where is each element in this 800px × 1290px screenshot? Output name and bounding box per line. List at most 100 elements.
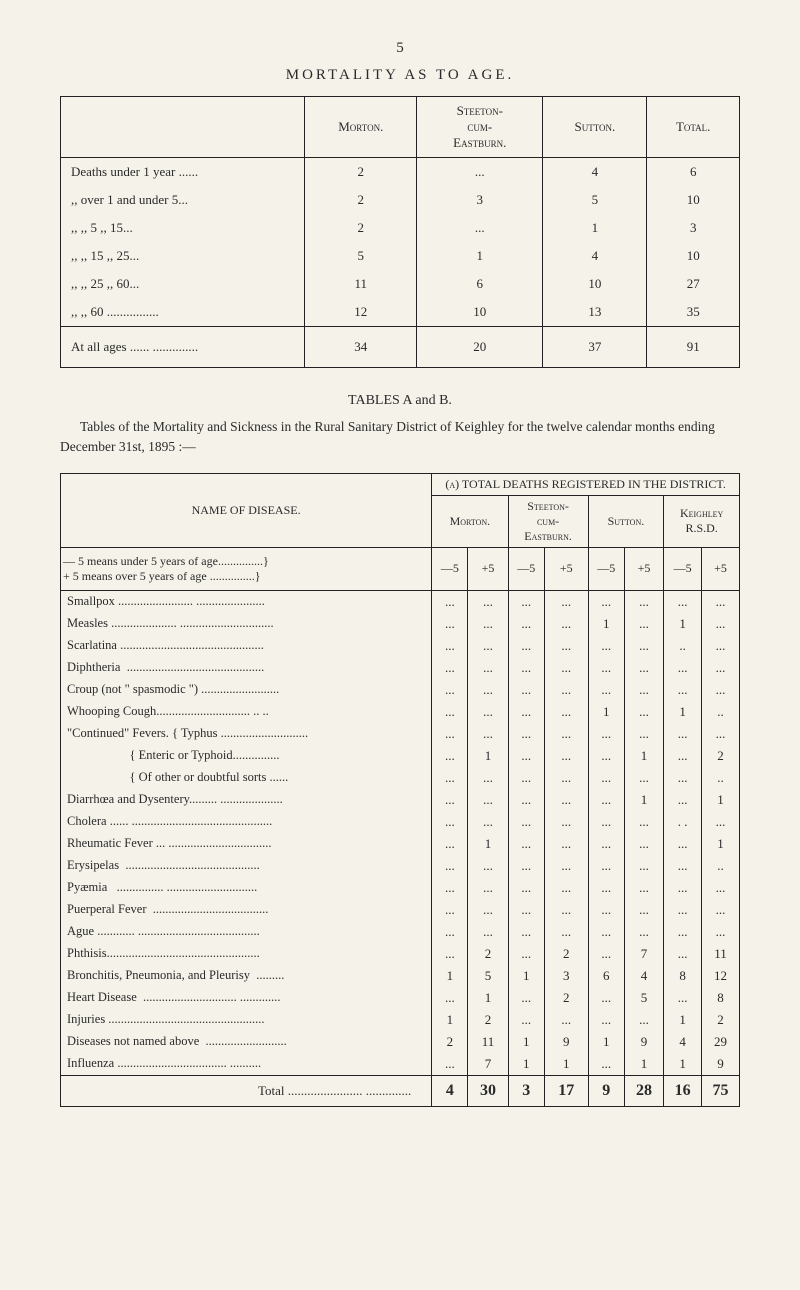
- disease-cell: 1: [702, 789, 740, 811]
- disease-cell: ...: [508, 613, 544, 635]
- cell: ...: [417, 214, 543, 242]
- disease-cell: ...: [508, 789, 544, 811]
- disease-cell: 3: [544, 965, 588, 987]
- disease-cell: ...: [432, 657, 468, 679]
- disease-cell: ...: [508, 921, 544, 943]
- disease-cell: ...: [588, 679, 624, 701]
- disease-cell: ...: [624, 899, 663, 921]
- disease-cell: ...: [588, 1053, 624, 1076]
- disease-cell: ...: [508, 635, 544, 657]
- disease-cell: 8: [702, 987, 740, 1009]
- disease-total-label: Total ....................... ..........…: [61, 1075, 432, 1106]
- disease-cell: ...: [432, 745, 468, 767]
- total-cell: 20: [417, 327, 543, 368]
- disease-cell: 1: [664, 1009, 702, 1031]
- disease-cell: 5: [624, 987, 663, 1009]
- disease-cell: ...: [468, 679, 508, 701]
- disease-cell: 1: [432, 1009, 468, 1031]
- disease-name: Puerperal Fever ........................…: [61, 899, 432, 921]
- disease-cell: 4: [664, 1031, 702, 1053]
- t1-header-0: [61, 97, 305, 158]
- disease-cell: ...: [544, 899, 588, 921]
- disease-cell: ...: [432, 855, 468, 877]
- mortality-row: ,, ,, 60 ................12101335: [61, 298, 740, 327]
- disease-cell: ...: [508, 767, 544, 789]
- disease-cell: ...: [508, 679, 544, 701]
- disease-cell: ...: [624, 679, 663, 701]
- disease-cell: ..: [702, 855, 740, 877]
- disease-cell: ...: [588, 635, 624, 657]
- disease-name: Erysipelas .............................…: [61, 855, 432, 877]
- row-label: ,, ,, 5 ,, 15...: [61, 214, 305, 242]
- disease-cell: ..: [702, 767, 740, 789]
- disease-cell: 1: [432, 965, 468, 987]
- disease-total-row: Total ....................... ..........…: [61, 1075, 740, 1106]
- t2-colheader-2: Sutton.: [588, 495, 664, 547]
- disease-total-cell: 75: [702, 1075, 740, 1106]
- cell: 1: [417, 242, 543, 270]
- disease-cell: ...: [588, 811, 624, 833]
- disease-cell: 1: [624, 1053, 663, 1076]
- disease-cell: ...: [588, 767, 624, 789]
- disease-cell: ...: [588, 789, 624, 811]
- disease-cell: ...: [588, 833, 624, 855]
- disease-name: Croup (not " spasmodic ") ..............…: [61, 679, 432, 701]
- disease-name: { Of other or doubtful sorts ......: [61, 767, 432, 789]
- disease-cell: 8: [664, 965, 702, 987]
- disease-cell: ...: [508, 811, 544, 833]
- disease-cell: ...: [468, 657, 508, 679]
- disease-name: Influenza ..............................…: [61, 1053, 432, 1076]
- disease-cell: ..: [664, 635, 702, 657]
- disease-cell: ...: [664, 921, 702, 943]
- disease-cell: ...: [588, 723, 624, 745]
- disease-cell: ...: [468, 635, 508, 657]
- disease-cell: 11: [702, 943, 740, 965]
- disease-cell: ...: [588, 855, 624, 877]
- disease-row: Pyæmia ............... .................…: [61, 877, 740, 899]
- disease-cell: ...: [508, 745, 544, 767]
- age-legend-label: — 5 means under 5 years of age..........…: [61, 547, 432, 590]
- disease-cell: ...: [432, 943, 468, 965]
- age-cell: —5: [664, 547, 702, 590]
- disease-cell: ...: [702, 590, 740, 613]
- age-cell: —5: [432, 547, 468, 590]
- disease-name: Rheumatic Fever ... ....................…: [61, 833, 432, 855]
- age-cell: +5: [702, 547, 740, 590]
- disease-cell: ...: [588, 921, 624, 943]
- disease-name: Injuries ...............................…: [61, 1009, 432, 1031]
- disease-cell: ...: [702, 811, 740, 833]
- disease-cell: ...: [508, 833, 544, 855]
- age-legend-row: — 5 means under 5 years of age..........…: [61, 547, 740, 590]
- cell: 27: [647, 270, 740, 298]
- disease-cell: ...: [432, 723, 468, 745]
- disease-cell: ...: [702, 921, 740, 943]
- disease-cell: 2: [468, 943, 508, 965]
- disease-cell: ...: [432, 679, 468, 701]
- disease-cell: ...: [432, 590, 468, 613]
- disease-name: Measles ..................... ..........…: [61, 613, 432, 635]
- cell: 5: [305, 242, 417, 270]
- name-of-disease-header: NAME OF DISEASE.: [61, 473, 432, 547]
- disease-name: { Enteric or Typhoid...............: [61, 745, 432, 767]
- mortality-row: ,, ,, 5 ,, 15...2...13: [61, 214, 740, 242]
- disease-cell: ...: [508, 943, 544, 965]
- intro-paragraph: Tables of the Mortality and Sickness in …: [60, 417, 740, 458]
- cell: 2: [305, 158, 417, 187]
- cell: 4: [543, 242, 647, 270]
- disease-row: { Enteric or Typhoid..................1.…: [61, 745, 740, 767]
- disease-cell: ...: [508, 1009, 544, 1031]
- disease-row: Cholera ...... .........................…: [61, 811, 740, 833]
- disease-cell: ...: [664, 987, 702, 1009]
- disease-row: Measles ..................... ..........…: [61, 613, 740, 635]
- disease-table: NAME OF DISEASE. (a) TOTAL DEATHS REGIST…: [60, 473, 740, 1107]
- disease-name: Cholera ...... .........................…: [61, 811, 432, 833]
- cell: 6: [417, 270, 543, 298]
- disease-cell: ...: [702, 723, 740, 745]
- disease-row: Puerperal Fever ........................…: [61, 899, 740, 921]
- disease-cell: ...: [468, 701, 508, 723]
- disease-cell: 1: [468, 987, 508, 1009]
- disease-cell: ...: [544, 921, 588, 943]
- disease-cell: 4: [624, 965, 663, 987]
- disease-total-cell: 3: [508, 1075, 544, 1106]
- disease-name: Whooping Cough..........................…: [61, 701, 432, 723]
